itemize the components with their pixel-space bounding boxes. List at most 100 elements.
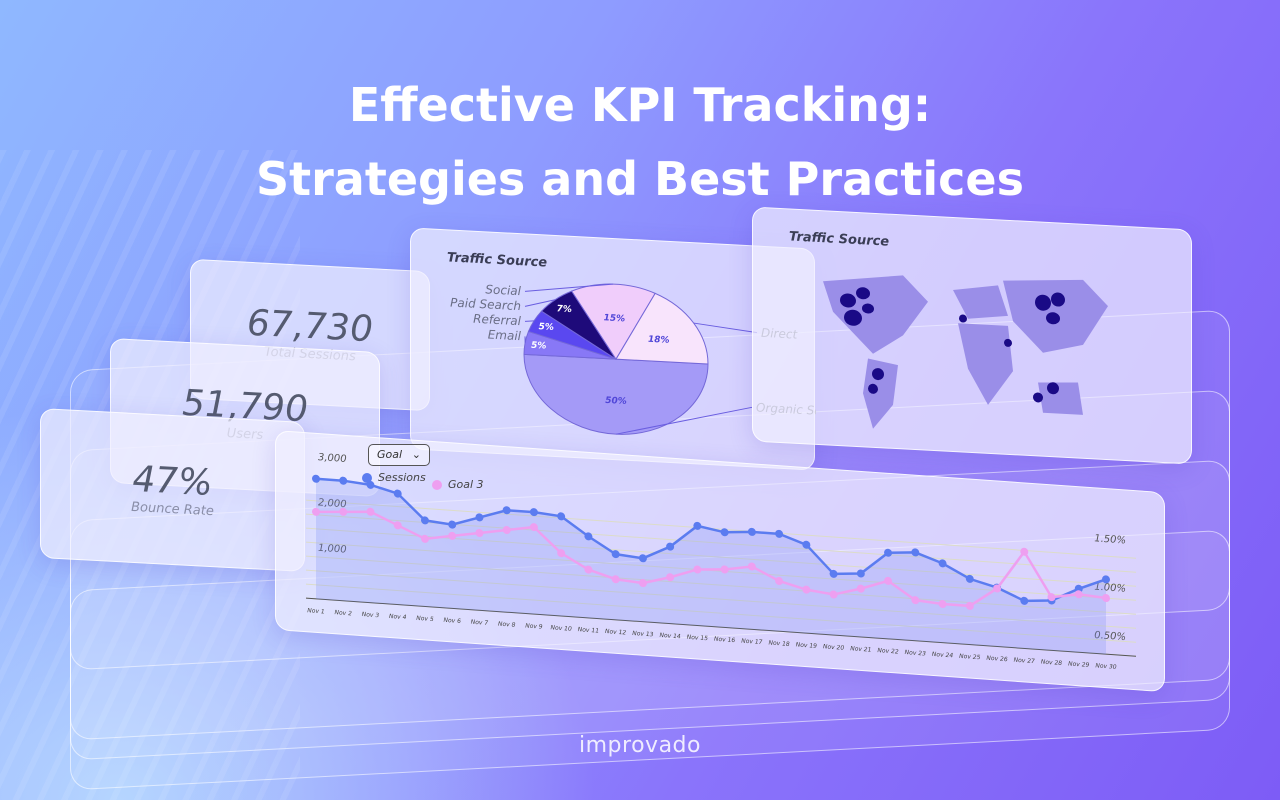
map-hotspot — [1035, 294, 1051, 311]
x-tick-label: Nov 18 — [768, 640, 789, 648]
x-axis — [306, 597, 1136, 657]
y-right-tick-label: 0.50% — [1094, 630, 1126, 643]
legend-marker — [432, 479, 442, 490]
map-hotspot — [1047, 382, 1059, 395]
data-point-goal3 — [720, 565, 729, 574]
map-south-america — [863, 358, 898, 429]
chevron-down-icon: ⌄ — [411, 448, 421, 461]
gridline — [306, 569, 1136, 629]
data-point-sessions — [584, 532, 593, 541]
data-point-goal3 — [666, 573, 675, 582]
data-point-goal3 — [584, 565, 593, 574]
map-hotspot — [844, 309, 862, 326]
data-point-goal3 — [502, 526, 511, 535]
pie-leader-line — [693, 322, 758, 334]
x-tick-label: Nov 5 — [416, 615, 434, 623]
data-point-goal3 — [557, 549, 566, 558]
map-hotspot — [959, 314, 967, 323]
x-tick-label: Nov 9 — [525, 623, 543, 631]
data-point-sessions — [1020, 596, 1029, 605]
data-point-sessions — [965, 574, 974, 583]
pie-data-label: 50% — [605, 396, 627, 407]
x-tick-label: Nov 27 — [1014, 657, 1035, 665]
data-point-sessions — [938, 559, 947, 568]
pie-data-label: 15% — [604, 313, 626, 324]
data-point-sessions — [448, 520, 457, 529]
kpi-card-bounce-rate: 47% Bounce Rate — [40, 408, 305, 572]
sessions-line-chart-card: 1,000 2,000 3,000 0.50% 1.00% 1.50% Nov 1 Nov 2… — [275, 430, 1165, 693]
data-point-goal3 — [884, 576, 893, 585]
title-line-2: Strategies and Best Practices — [255, 152, 1024, 206]
data-point-goal3 — [448, 531, 457, 540]
map-hotspot — [1033, 392, 1043, 403]
x-tick-label: Nov 12 — [605, 628, 626, 636]
y-right-tick-label: 1.00% — [1094, 582, 1126, 595]
x-tick-label: Nov 22 — [877, 647, 898, 655]
x-tick-label: Nov 29 — [1068, 660, 1089, 668]
x-tick-label: Nov 25 — [959, 653, 980, 661]
map-hotspot — [862, 303, 874, 314]
map-africa — [958, 323, 1013, 405]
data-point-sessions — [884, 548, 893, 557]
data-point-goal3 — [965, 601, 974, 610]
data-point-goal3 — [312, 507, 320, 516]
data-point-sessions — [829, 569, 838, 578]
pie-category-label: Referral — [473, 312, 522, 329]
x-tick-label: Nov 19 — [796, 641, 817, 649]
y-right-tick-label: 1.50% — [1094, 533, 1126, 546]
pie-category-label: Paid Search — [450, 296, 521, 314]
data-point-sessions — [856, 569, 865, 578]
data-point-goal3 — [1047, 593, 1056, 602]
data-point-sessions — [312, 474, 320, 483]
x-tick-label: Nov 4 — [389, 613, 407, 621]
data-point-goal3 — [829, 590, 838, 599]
dropdown-value: Goal — [377, 448, 403, 461]
x-tick-label: Nov 1 — [307, 607, 324, 615]
data-point-goal3 — [1102, 594, 1110, 603]
data-point-sessions — [911, 548, 920, 557]
pie-leader-line — [524, 283, 614, 292]
data-point-goal3 — [938, 600, 947, 609]
data-point-sessions — [502, 506, 511, 515]
map-hotspot — [1051, 292, 1065, 307]
x-tick-label: Nov 15 — [687, 634, 708, 642]
data-point-sessions — [339, 476, 348, 485]
data-point-goal3 — [611, 575, 620, 584]
map-hotspot — [856, 287, 870, 300]
data-point-goal3 — [1020, 547, 1029, 556]
pie-leader-line — [615, 406, 753, 435]
x-tick-label: Nov 3 — [362, 611, 380, 619]
data-point-goal3 — [802, 585, 811, 594]
x-tick-label: Nov 26 — [986, 655, 1007, 663]
legend-sessions: Sessions — [362, 471, 426, 484]
x-tick-label: Nov 24 — [932, 651, 953, 659]
page-title: Effective KPI Tracking: Strategies and B… — [0, 68, 1280, 216]
map-north-america — [823, 275, 928, 354]
data-point-sessions — [557, 512, 566, 521]
x-tick-label: Nov 10 — [551, 624, 572, 632]
x-tick-label: Nov 16 — [714, 636, 735, 644]
goal-dropdown[interactable]: Goal ⌄ — [368, 444, 430, 466]
data-point-goal3 — [638, 579, 647, 588]
data-point-goal3 — [747, 562, 756, 571]
map-hotspot — [1004, 338, 1012, 347]
data-point-sessions — [393, 489, 402, 498]
y-left-tick-label: 3,000 — [318, 452, 347, 465]
title-line-1: Effective KPI Tracking: — [348, 78, 932, 132]
pie-data-label: 5% — [531, 341, 546, 352]
x-tick-label: Nov 23 — [905, 649, 926, 657]
data-point-sessions — [475, 513, 484, 522]
x-tick-label: Nov 30 — [1095, 662, 1116, 670]
x-tick-label: Nov 14 — [660, 632, 681, 640]
pie-category-label: Social — [485, 282, 521, 298]
data-point-sessions — [802, 540, 811, 549]
data-point-goal3 — [475, 528, 484, 537]
legend-label: Sessions — [378, 471, 426, 484]
legend-marker — [362, 472, 372, 483]
x-tick-label: Nov 21 — [850, 645, 871, 653]
data-point-goal3 — [420, 534, 429, 543]
pie-leader-line — [524, 299, 556, 307]
map-hotspot — [872, 368, 884, 381]
legend-goal3: Goal 3 — [432, 478, 484, 491]
data-point-goal3 — [993, 584, 1002, 593]
